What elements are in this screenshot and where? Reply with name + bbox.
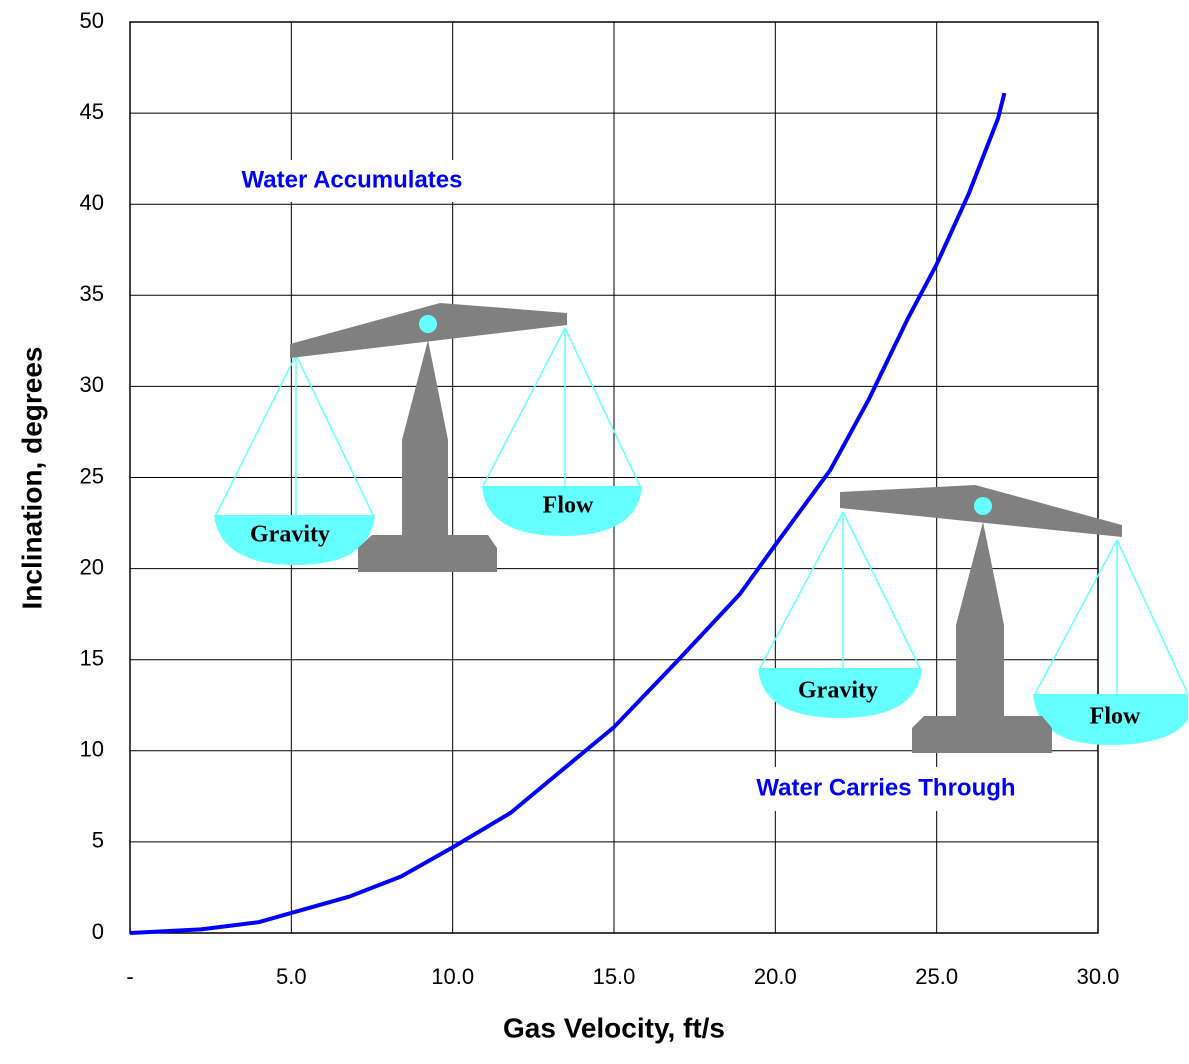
- x-tick-label: 10.0: [431, 964, 474, 989]
- y-tick-label: 25: [80, 463, 104, 488]
- balance-scale: Gravity Flow: [214, 303, 642, 572]
- annotation: Water Accumulates: [242, 166, 463, 193]
- balance-scale: Gravity Flow: [758, 485, 1189, 753]
- pan-label: Gravity: [250, 522, 330, 548]
- x-tick-label: 20.0: [754, 964, 797, 989]
- x-tick-label: 30.0: [1077, 964, 1120, 989]
- pan-label: Flow: [1090, 704, 1141, 730]
- x-tick-label: 5.0: [276, 964, 307, 989]
- y-tick-label: 35: [80, 281, 104, 306]
- x-tick-label: 25.0: [915, 964, 958, 989]
- y-tick-label: 10: [80, 737, 104, 762]
- pan-label: Flow: [543, 493, 594, 519]
- y-tick-label: 45: [80, 99, 104, 124]
- annotation: Water Carries Through: [756, 774, 1015, 801]
- y-axis-label: Inclination, degrees: [16, 347, 47, 610]
- y-tick-label: 5: [92, 828, 104, 853]
- x-tick-label: 15.0: [593, 964, 636, 989]
- y-tick-label: 30: [80, 372, 104, 397]
- y-tick-label: 0: [92, 919, 104, 944]
- y-tick-label: 15: [80, 646, 104, 671]
- y-tick-label: 40: [80, 190, 104, 215]
- pan-label: Gravity: [798, 678, 878, 704]
- x-axis-label: Gas Velocity, ft/s: [503, 1012, 725, 1043]
- plot-frame: [129, 21, 1099, 934]
- x-tick-label: -: [126, 964, 133, 989]
- y-tick-label: 20: [80, 554, 104, 579]
- data-line: [129, 92, 1007, 935]
- label-bg: [197, 160, 509, 202]
- y-tick-label: 50: [80, 8, 104, 33]
- label-bg: [705, 767, 1067, 811]
